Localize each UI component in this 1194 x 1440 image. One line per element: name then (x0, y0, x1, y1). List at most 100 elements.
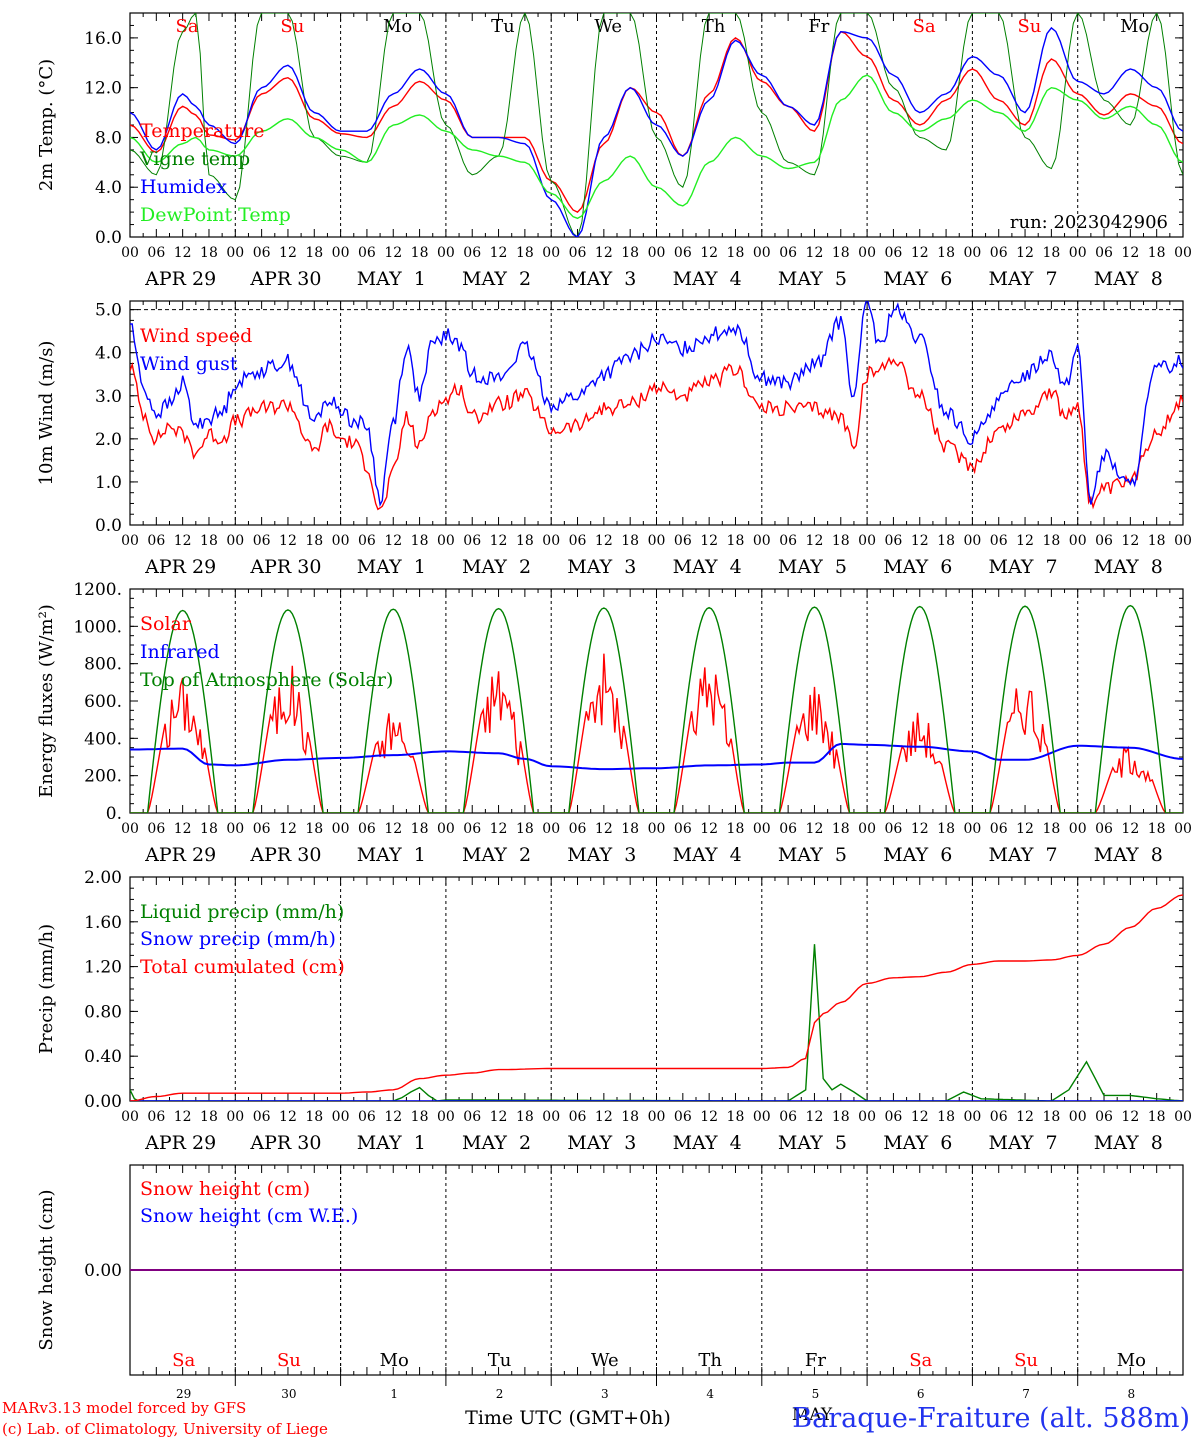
hour-tick-label: 12 (384, 245, 402, 261)
legend-entry: Wind speed (140, 325, 252, 347)
hour-tick-label: 18 (200, 1109, 218, 1125)
hour-tick-label: 00 (753, 821, 771, 837)
hour-tick-label: 06 (358, 821, 376, 837)
hour-tick-label: 06 (463, 1109, 481, 1125)
hour-tick-label: 12 (700, 821, 718, 837)
hour-tick-label: 12 (1121, 1109, 1139, 1125)
hour-tick-label: 06 (147, 533, 165, 549)
hour-tick-label: 18 (200, 533, 218, 549)
hour-tick-label: 00 (332, 245, 350, 261)
hour-tick-label: 12 (174, 821, 192, 837)
hour-tick-label: 00 (963, 533, 981, 549)
hour-tick-label: 06 (674, 821, 692, 837)
series-line-infrared (130, 742, 1183, 771)
date-label: MAY 2 (462, 1132, 531, 1154)
hour-tick-label: 06 (1095, 1109, 1113, 1125)
hour-tick-label: 00 (858, 821, 876, 837)
legend-entry: Temperature (140, 120, 264, 142)
hour-tick-label: 12 (806, 533, 824, 549)
date-label: APR 29 (144, 268, 216, 290)
weekday-label: Fr (805, 1350, 826, 1371)
weekday-label: Mo (383, 16, 412, 37)
legend-entry: Liquid precip (mm/h) (140, 901, 344, 923)
hour-tick-label: 06 (779, 1109, 797, 1125)
hour-tick-label: 06 (147, 245, 165, 261)
date-label: MAY 1 (357, 1132, 426, 1154)
day-number-label: 4 (706, 1387, 714, 1401)
hour-tick-label: 12 (174, 1109, 192, 1125)
y-axis-label: 10m Wind (m/s) (36, 341, 57, 486)
hour-tick-label: 18 (727, 1109, 745, 1125)
hour-tick-label: 18 (1042, 245, 1060, 261)
hour-tick-label: 12 (700, 1109, 718, 1125)
hour-tick-label: 12 (384, 821, 402, 837)
month-label: MAY (792, 1405, 833, 1425)
hour-tick-label: 00 (332, 821, 350, 837)
date-label: MAY 4 (673, 844, 742, 866)
hour-tick-label: 18 (832, 1109, 850, 1125)
hour-tick-label: 00 (648, 1109, 666, 1125)
y-tick-label: 0.80 (84, 1002, 122, 1022)
hour-tick-label: 06 (463, 821, 481, 837)
hour-tick-label: 18 (305, 245, 323, 261)
weekday-label: Sa (172, 1350, 195, 1371)
series-line-dewpoint-temp (130, 74, 1183, 220)
date-label: APR 30 (249, 1132, 321, 1154)
hour-tick-label: 06 (463, 533, 481, 549)
hour-tick-label: 06 (147, 821, 165, 837)
hour-tick-label: 06 (779, 533, 797, 549)
hour-tick-label: 00 (963, 1109, 981, 1125)
y-tick-label: 800. (84, 655, 122, 675)
y-tick-label: 1.20 (84, 958, 122, 978)
hour-tick-label: 06 (990, 245, 1008, 261)
hour-tick-label: 06 (885, 1109, 903, 1125)
y-tick-label: 3.0 (95, 387, 122, 407)
hour-tick-label: 18 (832, 245, 850, 261)
y-tick-label: 0.0 (95, 516, 122, 536)
hour-tick-label: 06 (253, 533, 271, 549)
hour-tick-label: 12 (1016, 533, 1034, 549)
legend-entry: Vigne temp (139, 148, 250, 170)
hour-tick-label: 18 (305, 1109, 323, 1125)
hour-tick-label: 00 (858, 245, 876, 261)
hour-tick-label: 18 (937, 245, 955, 261)
legend-entry: Wind gust (140, 353, 238, 375)
hour-tick-label: 00 (1069, 245, 1087, 261)
series-line-wind-speed (130, 356, 1183, 511)
hour-tick-label: 00 (542, 1109, 560, 1125)
hour-tick-label: 12 (279, 1109, 297, 1125)
hour-tick-label: 00 (1069, 533, 1087, 549)
hour-tick-label: 12 (279, 245, 297, 261)
y-tick-label: 0.0 (95, 228, 122, 248)
hour-tick-label: 18 (411, 1109, 429, 1125)
series-group (130, 301, 1183, 511)
series-line-total-cumulated-cm (130, 894, 1183, 1101)
hour-tick-label: 12 (806, 245, 824, 261)
legend-entry: Humidex (140, 176, 227, 198)
hour-tick-label: 12 (490, 821, 508, 837)
date-label: MAY 8 (1094, 268, 1163, 290)
hour-tick-label: 06 (358, 533, 376, 549)
y-axis-label: Energy fluxes (W/m²) (36, 604, 57, 798)
hour-tick-label: 12 (700, 245, 718, 261)
legend-entry: Infrared (140, 641, 220, 663)
legend-entry: DewPoint Temp (140, 204, 291, 226)
hour-tick-label: 00 (437, 821, 455, 837)
chart-panel-5: 0.00 Snow height (cm) Sa 29 Su 30 Mo 1 Tu 2 We 3 Th 4… (36, 1164, 1184, 1401)
hour-tick-label: 12 (279, 821, 297, 837)
y-tick-label: 1200. (73, 580, 122, 600)
footer-model-line: MARv3.13 model forced by GFS (2, 1399, 246, 1417)
hour-tick-label: 00 (753, 245, 771, 261)
hour-tick-label: 12 (490, 1109, 508, 1125)
plot-frame (129, 300, 1184, 526)
station-title: Baraque-Fraiture (alt. 588m) (792, 1403, 1190, 1434)
hour-tick-label: 00 (121, 533, 139, 549)
hour-tick-label: 18 (832, 821, 850, 837)
hour-tick-label: 12 (174, 245, 192, 261)
hour-tick-label: 12 (490, 533, 508, 549)
hour-tick-label: 12 (911, 245, 929, 261)
hour-tick-label: 00 (332, 533, 350, 549)
hour-tick-label: 12 (1016, 245, 1034, 261)
hour-tick-label: 06 (463, 245, 481, 261)
hour-tick-label: 18 (937, 1109, 955, 1125)
